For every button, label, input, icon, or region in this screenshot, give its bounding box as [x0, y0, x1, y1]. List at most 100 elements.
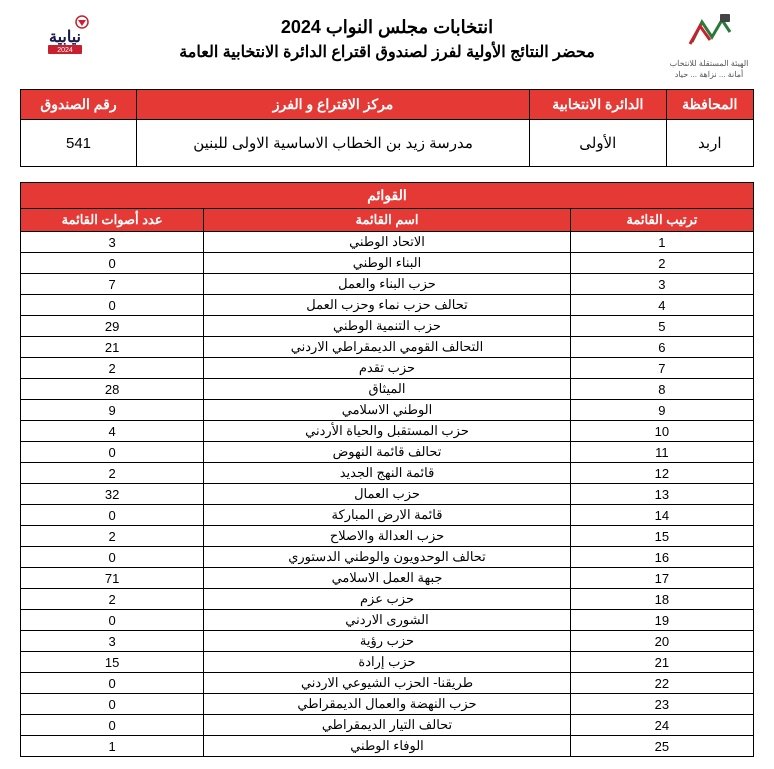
table-row: 13حزب العمال32 — [21, 484, 754, 505]
info-value-district: الأولى — [530, 120, 666, 167]
cell-votes: 0 — [21, 673, 204, 694]
cell-rank: 2 — [570, 253, 753, 274]
cell-name: حزب العدالة والاصلاح — [204, 526, 571, 547]
table-row: 3حزب البناء والعمل7 — [21, 274, 754, 295]
table-row: 20حزب رؤية3 — [21, 631, 754, 652]
cell-name: تحالف الوحدويون والوطني الدستوري — [204, 547, 571, 568]
table-row: 11تحالف قائمة النهوض0 — [21, 442, 754, 463]
table-row: 2البناء الوطني0 — [21, 253, 754, 274]
info-header-box: رقم الصندوق — [21, 90, 137, 120]
cell-votes: 28 — [21, 379, 204, 400]
cell-rank: 5 — [570, 316, 753, 337]
cell-rank: 1 — [570, 232, 753, 253]
cell-name: حزب العمال — [204, 484, 571, 505]
info-header-center: مركز الاقتراع و الفرز — [137, 90, 530, 120]
results-header-votes: عدد أصوات القائمة — [21, 209, 204, 232]
cell-name: قائمة الارض المباركة — [204, 505, 571, 526]
cell-votes: 0 — [21, 253, 204, 274]
table-row: 12قائمة النهج الجديد2 — [21, 463, 754, 484]
table-row: 10حزب المستقبل والحياة الأردني4 — [21, 421, 754, 442]
cell-name: جبهة العمل الاسلامي — [204, 568, 571, 589]
table-row: 14قائمة الارض المباركة0 — [21, 505, 754, 526]
cell-rank: 15 — [570, 526, 753, 547]
cell-rank: 22 — [570, 673, 753, 694]
cell-votes: 3 — [21, 232, 204, 253]
cell-votes: 32 — [21, 484, 204, 505]
cell-rank: 17 — [570, 568, 753, 589]
cell-votes: 2 — [21, 463, 204, 484]
table-row: 18حزب عزم2 — [21, 589, 754, 610]
table-row: 15حزب العدالة والاصلاح2 — [21, 526, 754, 547]
cell-votes: 71 — [21, 568, 204, 589]
cell-name: حزب إرادة — [204, 652, 571, 673]
cell-name: الميثاق — [204, 379, 571, 400]
table-row: 17جبهة العمل الاسلامي71 — [21, 568, 754, 589]
cell-name: حزب رؤية — [204, 631, 571, 652]
cell-rank: 14 — [570, 505, 753, 526]
cell-votes: 15 — [21, 652, 204, 673]
svg-text:2024: 2024 — [57, 47, 73, 54]
info-value-center: مدرسة زيد بن الخطاب الاساسية الاولى للبن… — [137, 120, 530, 167]
cell-name: حزب عزم — [204, 589, 571, 610]
table-row: 4تحالف حزب نماء وحزب العمل0 — [21, 295, 754, 316]
cell-rank: 16 — [570, 547, 753, 568]
table-row: 19الشورى الاردني0 — [21, 610, 754, 631]
iec-logo-text: الهيئة المستقلة للانتخاب — [664, 59, 754, 68]
info-value-governorate: اربد — [666, 120, 753, 167]
cell-rank: 23 — [570, 694, 753, 715]
cell-rank: 3 — [570, 274, 753, 295]
cell-rank: 8 — [570, 379, 753, 400]
cell-rank: 12 — [570, 463, 753, 484]
cell-name: الوطني الاسلامي — [204, 400, 571, 421]
table-row: 24تحالف التيار الديمقراطي0 — [21, 715, 754, 736]
cell-rank: 13 — [570, 484, 753, 505]
table-row: 5حزب التنمية الوطني29 — [21, 316, 754, 337]
cell-name: البناء الوطني — [204, 253, 571, 274]
results-header-name: اسم القائمة — [204, 209, 571, 232]
titles: انتخابات مجلس النواب 2024 محضر النتائج ا… — [110, 12, 664, 62]
cell-rank: 6 — [570, 337, 753, 358]
cell-name: تحالف التيار الديمقراطي — [204, 715, 571, 736]
cell-name: حزب المستقبل والحياة الأردني — [204, 421, 571, 442]
info-value-box: 541 — [21, 120, 137, 167]
table-row: 1الاتحاد الوطني3 — [21, 232, 754, 253]
title-sub: محضر النتائج الأولية لفرز لصندوق اقتراع … — [110, 42, 664, 62]
cell-votes: 3 — [21, 631, 204, 652]
cell-votes: 0 — [21, 442, 204, 463]
table-row: 6التحالف القومي الديمقراطي الاردني21 — [21, 337, 754, 358]
cell-rank: 4 — [570, 295, 753, 316]
cell-name: الشورى الاردني — [204, 610, 571, 631]
cell-votes: 2 — [21, 526, 204, 547]
cell-rank: 24 — [570, 715, 753, 736]
iec-logo-sub: أمانة ... نزاهة ... حياد — [664, 70, 754, 79]
cell-name: طريقنا- الحزب الشيوعي الاردني — [204, 673, 571, 694]
table-row: 16تحالف الوحدويون والوطني الدستوري0 — [21, 547, 754, 568]
cell-votes: 4 — [21, 421, 204, 442]
cell-votes: 2 — [21, 358, 204, 379]
cell-votes: 0 — [21, 547, 204, 568]
results-table: القوائم ترتيب القائمة اسم القائمة عدد أص… — [20, 182, 754, 757]
table-row: 7حزب تقدم2 — [21, 358, 754, 379]
cell-name: الاتحاد الوطني — [204, 232, 571, 253]
table-row: 22طريقنا- الحزب الشيوعي الاردني0 — [21, 673, 754, 694]
info-table: المحافظة الدائرة الانتخابية مركز الاقترا… — [20, 89, 754, 167]
svg-text:نيابية: نيابية — [49, 29, 81, 46]
results-header-rank: ترتيب القائمة — [570, 209, 753, 232]
cell-votes: 7 — [21, 274, 204, 295]
cell-votes: 2 — [21, 589, 204, 610]
table-row: 21حزب إرادة15 — [21, 652, 754, 673]
cell-votes: 9 — [21, 400, 204, 421]
table-row: 23حزب النهضة والعمال الديمقراطي0 — [21, 694, 754, 715]
cell-votes: 21 — [21, 337, 204, 358]
cell-rank: 7 — [570, 358, 753, 379]
cell-rank: 9 — [570, 400, 753, 421]
cell-rank: 11 — [570, 442, 753, 463]
cell-votes: 0 — [21, 715, 204, 736]
cell-name: التحالف القومي الديمقراطي الاردني — [204, 337, 571, 358]
iec-logo: الهيئة المستقلة للانتخاب أمانة ... نزاهة… — [664, 12, 754, 79]
cell-name: حزب تقدم — [204, 358, 571, 379]
cell-votes: 0 — [21, 295, 204, 316]
election-logo: نيابية 2024 — [20, 12, 110, 62]
cell-votes: 29 — [21, 316, 204, 337]
cell-rank: 20 — [570, 631, 753, 652]
